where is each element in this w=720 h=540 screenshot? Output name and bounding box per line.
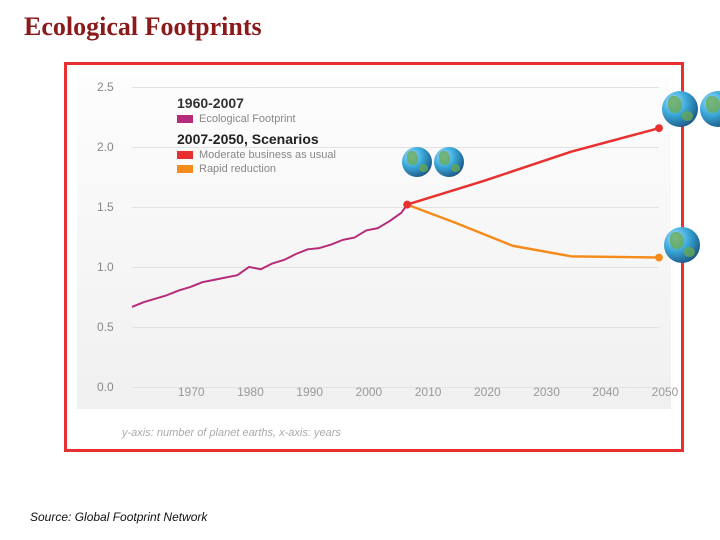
- y-tick: 2.0: [97, 140, 114, 154]
- chart-background: 0.0 0.5 1.0 1.5 2.0 2.5 1970 1980 1990 2000 2010 2…: [77, 75, 671, 409]
- legend-label-moderate: Moderate business as usual: [199, 149, 336, 161]
- line-historical: [132, 205, 407, 307]
- y-tick: 1.5: [97, 200, 114, 214]
- y-tick: 1.0: [97, 260, 114, 274]
- x-tick: 1980: [237, 385, 264, 399]
- legend-period-1: 1960-2007: [177, 95, 336, 111]
- legend-swatch-moderate: [177, 151, 193, 159]
- legend-swatch-historical: [177, 115, 193, 123]
- line-rapid: [407, 205, 659, 258]
- source-caption: Source: Global Footprint Network: [30, 510, 207, 524]
- y-tick: 0.5: [97, 320, 114, 334]
- globe-top-1: [662, 91, 698, 127]
- y-gridline: [132, 387, 659, 388]
- x-tick: 1970: [178, 385, 205, 399]
- x-tick: 1990: [296, 385, 323, 399]
- globe-mid-1: [402, 147, 432, 177]
- x-tick: 2010: [415, 385, 442, 399]
- branch-point-marker: [403, 201, 411, 209]
- x-tick: 2040: [592, 385, 619, 399]
- y-tick: 2.5: [97, 80, 114, 94]
- legend-period-2: 2007-2050, Scenarios: [177, 131, 336, 147]
- chart-frame: 0.0 0.5 1.0 1.5 2.0 2.5 1970 1980 1990 2000 2010 2…: [64, 62, 684, 452]
- globe-top-2: [700, 91, 720, 127]
- line-rapid-end-marker: [655, 254, 663, 262]
- legend-label-historical: Ecological Footprint: [199, 113, 296, 125]
- x-tick: 2030: [533, 385, 560, 399]
- x-tick: 2050: [652, 385, 679, 399]
- y-tick: 0.0: [97, 380, 114, 394]
- x-tick: 2000: [356, 385, 383, 399]
- axis-note: y-axis: number of planet earths, x-axis:…: [122, 427, 341, 439]
- globe-bot-1: [664, 227, 700, 263]
- x-tick: 2020: [474, 385, 501, 399]
- chart-legend: 1960-2007 Ecological Footprint 2007-2050…: [177, 95, 336, 175]
- line-moderate-end-marker: [655, 124, 663, 132]
- legend-label-rapid: Rapid reduction: [199, 163, 276, 175]
- page-title: Ecological Footprints: [24, 12, 696, 42]
- legend-swatch-rapid: [177, 165, 193, 173]
- globe-mid-2: [434, 147, 464, 177]
